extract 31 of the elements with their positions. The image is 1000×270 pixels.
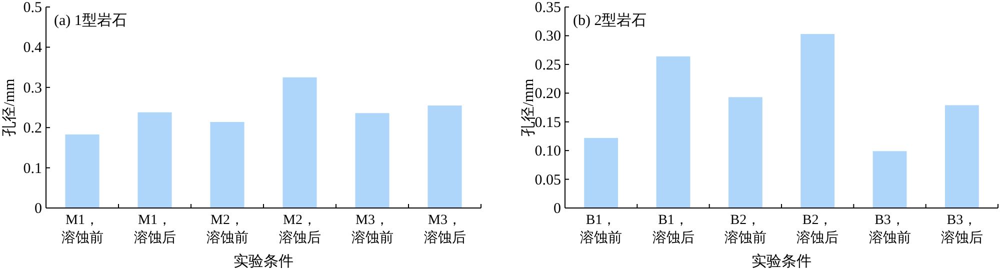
y-tick-label: 0.25 — [534, 57, 561, 74]
x-tick-label: M2，溶蚀前 — [206, 213, 248, 246]
chart-title: (a) 1型岩石 — [54, 12, 127, 29]
x-tick-label: B3，溶蚀前 — [868, 213, 911, 246]
x-tick-label: M3，溶蚀前 — [351, 213, 394, 246]
x-tick-label: B2，溶蚀前 — [724, 213, 766, 246]
y-tick-label: 0.5 — [23, 0, 42, 16]
y-tick-label: 0.3 — [23, 80, 42, 96]
y-tick-label: 0.15 — [534, 114, 561, 131]
x-tick-label: M1，溶蚀前 — [61, 213, 104, 246]
y-tick-label: 0.30 — [534, 28, 561, 45]
x-tick-label: B1，溶蚀后 — [652, 213, 694, 246]
y-tick-label: 0.4 — [23, 40, 42, 56]
y-tick-label: 0.1 — [23, 160, 42, 177]
x-tick-label: B1，溶蚀前 — [580, 213, 622, 246]
y-tick-label: 0 — [34, 201, 42, 217]
y-tick-label: 0.05 — [534, 172, 561, 188]
y-tick-label: 0.10 — [534, 144, 561, 160]
x-tick-label: B2，溶蚀后 — [796, 213, 839, 246]
y-tick-label: 0.35 — [534, 0, 561, 16]
x-tick-label: B3，溶蚀后 — [940, 213, 983, 246]
y-axis-title: 孔径/mm — [2, 78, 18, 136]
x-axis-title: 实验条件 — [234, 253, 294, 270]
x-axis-title: 实验条件 — [752, 253, 812, 270]
x-tick-label: M2，溶蚀后 — [278, 213, 321, 246]
x-tick-label: M1，溶蚀后 — [134, 213, 176, 246]
x-tick-label: M3，溶蚀后 — [424, 213, 466, 246]
y-tick-label: 0 — [554, 201, 561, 217]
y-tick-label: 0.20 — [534, 86, 561, 102]
chart-title: (b) 2型岩石 — [573, 12, 647, 29]
y-tick-label: 0.2 — [23, 120, 42, 137]
